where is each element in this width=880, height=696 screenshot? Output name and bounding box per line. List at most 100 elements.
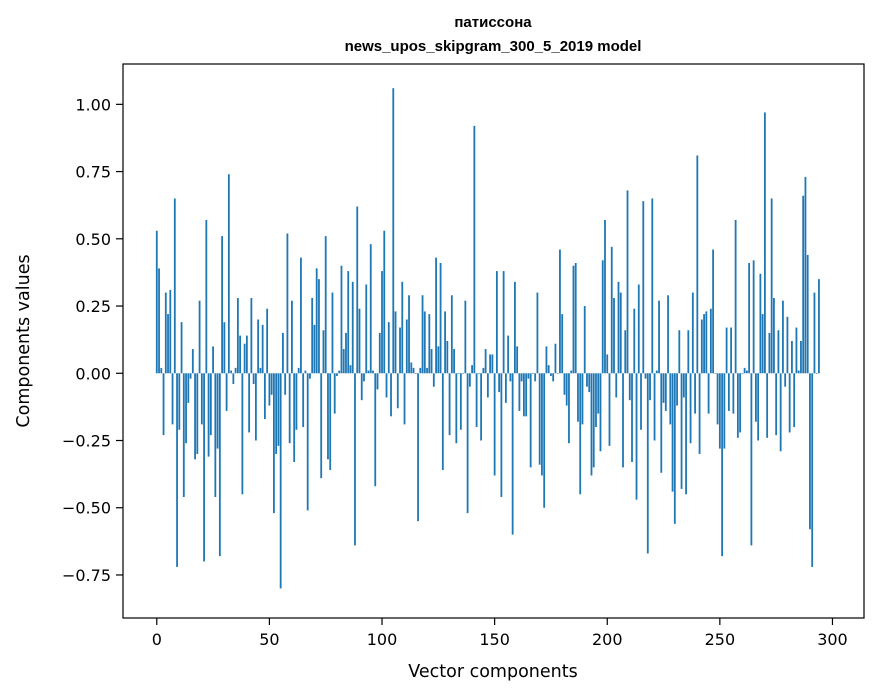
bar <box>754 373 757 422</box>
bar <box>646 373 649 554</box>
bars-group <box>155 88 820 589</box>
bar <box>227 174 230 374</box>
bar <box>322 330 325 374</box>
bar <box>450 295 453 374</box>
bar <box>644 373 647 379</box>
bar <box>435 257 437 374</box>
bar <box>360 373 363 401</box>
bar <box>813 292 816 374</box>
bar <box>297 367 300 374</box>
bar <box>640 373 642 430</box>
bar <box>331 292 334 374</box>
bar <box>565 373 568 406</box>
x-tick-label: 100 <box>367 630 398 649</box>
x-axis-label: Vector components <box>408 662 577 682</box>
bar <box>628 373 631 401</box>
bar <box>493 373 496 476</box>
bar <box>471 365 473 374</box>
x-tick-label: 200 <box>592 630 623 649</box>
bar <box>518 373 521 411</box>
bar <box>599 373 602 452</box>
y-tick-label: 1.00 <box>75 95 111 114</box>
bar <box>509 373 512 382</box>
bar <box>631 373 633 463</box>
bar <box>664 373 667 411</box>
bar <box>709 308 712 374</box>
bar <box>182 373 185 497</box>
y-tick-label: −0.50 <box>62 499 111 518</box>
bar <box>396 373 399 409</box>
bar <box>541 373 543 476</box>
bar <box>730 327 733 374</box>
bar <box>689 373 692 444</box>
bar <box>642 201 645 374</box>
y-axis-ticks: −0.75 −0.50 −0.25 0.00 0.25 0.50 0.75 1.00 <box>62 95 123 585</box>
bar <box>502 271 505 374</box>
bar <box>464 300 467 374</box>
bar <box>507 335 510 374</box>
bar <box>351 281 354 374</box>
bar <box>209 373 212 436</box>
bar <box>313 324 316 374</box>
y-tick-label: −0.25 <box>62 432 111 451</box>
bar <box>725 327 728 374</box>
bar <box>245 335 248 374</box>
bar <box>437 346 440 374</box>
bar <box>309 373 311 379</box>
bar <box>624 330 627 374</box>
bar <box>385 373 388 398</box>
bar <box>818 279 820 374</box>
bar <box>559 249 561 374</box>
bar <box>680 373 683 489</box>
bar <box>637 284 640 374</box>
bar <box>408 295 410 374</box>
bar <box>376 373 379 390</box>
bar <box>342 349 345 374</box>
bar <box>705 311 708 374</box>
x-tick-label: 250 <box>705 630 736 649</box>
bar <box>164 292 167 374</box>
y-axis-label: Components values <box>14 254 34 427</box>
bar <box>782 300 784 374</box>
bar <box>577 373 579 422</box>
bar <box>426 367 428 374</box>
bar <box>457 373 460 374</box>
bar <box>158 268 160 374</box>
bar <box>304 370 307 374</box>
bar <box>714 373 717 374</box>
bar <box>252 373 255 385</box>
bar <box>536 292 539 374</box>
bar <box>651 198 654 374</box>
bar <box>291 300 293 374</box>
bar <box>797 370 800 374</box>
bar <box>788 373 791 433</box>
bar <box>417 373 419 522</box>
bar <box>739 373 742 433</box>
bar <box>791 341 793 374</box>
bar <box>468 373 471 387</box>
bar <box>446 341 449 374</box>
bar <box>194 373 196 460</box>
bar <box>682 373 685 398</box>
bar <box>581 373 584 425</box>
bar <box>811 373 814 567</box>
bar <box>275 373 278 454</box>
bar <box>205 219 208 374</box>
bar <box>480 373 483 441</box>
bar <box>516 346 519 374</box>
bar <box>200 373 203 425</box>
bar <box>662 373 665 403</box>
bar <box>500 373 503 497</box>
bar <box>766 373 769 438</box>
bar <box>277 373 280 446</box>
bar <box>592 373 595 468</box>
bar <box>207 373 210 457</box>
bar <box>243 343 246 374</box>
bar <box>498 373 501 393</box>
bar <box>428 314 431 374</box>
x-axis-ticks: 0 50 100 150 200 250 300 <box>152 618 848 649</box>
bar <box>511 373 514 535</box>
bar <box>239 335 242 374</box>
y-tick-label: 0.50 <box>75 230 111 249</box>
bar <box>345 332 347 374</box>
